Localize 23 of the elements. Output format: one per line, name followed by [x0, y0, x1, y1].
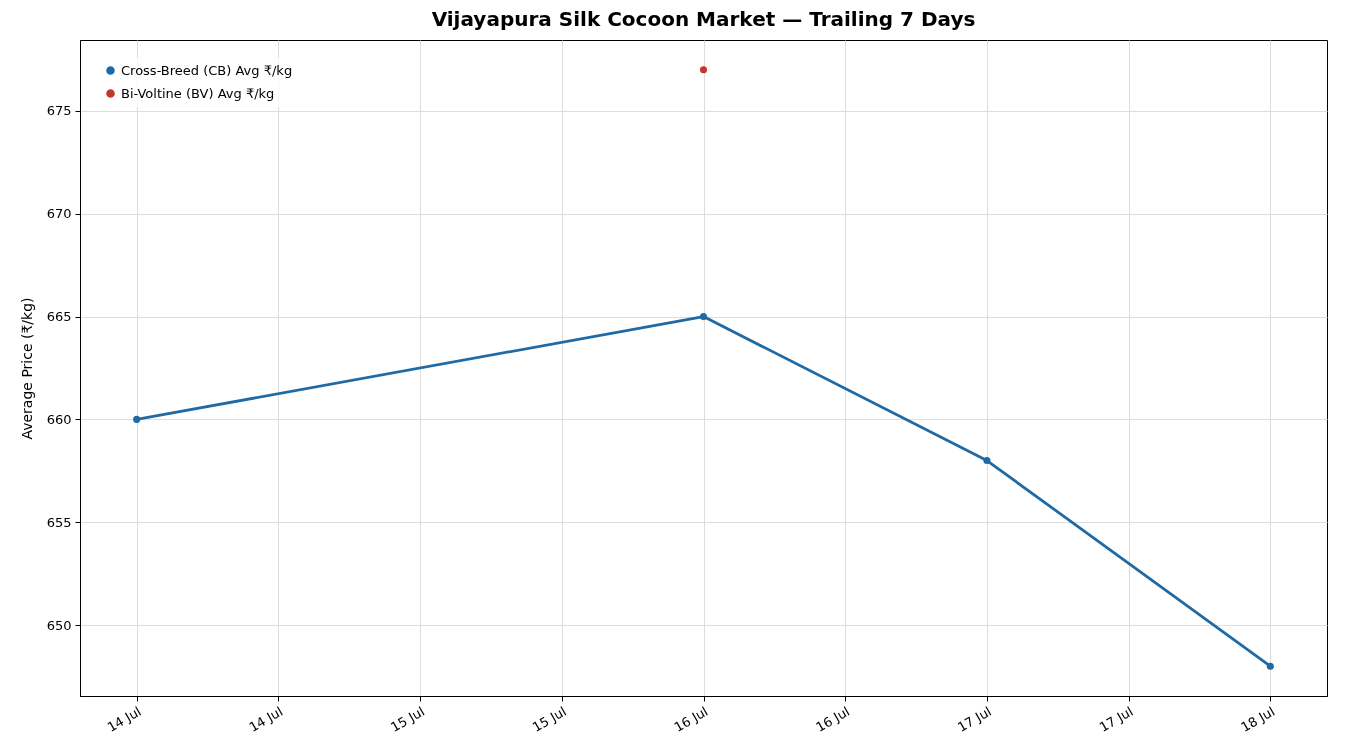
- x-tick-label: 15 Jul: [388, 703, 428, 735]
- point: [1266, 662, 1274, 670]
- x-tick-label: 16 Jul: [671, 703, 711, 735]
- y-tick-label: 650: [46, 617, 72, 633]
- point: [699, 313, 708, 321]
- x-tick-label: 15 Jul: [529, 703, 569, 735]
- legend-label: Cross-Breed (CB) Avg ₹/kg: [121, 62, 293, 78]
- y-tick-label: 655: [46, 514, 72, 530]
- y-tick-label: 670: [46, 206, 72, 222]
- x-tick-label: 14 Jul: [246, 703, 286, 735]
- y-tick-label: 660: [46, 411, 72, 427]
- x-tick-label: 17 Jul: [954, 703, 994, 735]
- y-axis-title: Average Price (₹/kg): [18, 297, 35, 440]
- x-tick-label: 17 Jul: [1096, 703, 1136, 735]
- point: [133, 415, 141, 423]
- chart-title: Vijayapura Silk Cocoon Market — Trailing 7 Days: [431, 7, 976, 31]
- point: [983, 457, 991, 465]
- y-tick-label: 665: [46, 309, 72, 325]
- x-tick-label: 16 Jul: [813, 703, 853, 735]
- legend-label: Bi-Voltine (BV) Avg ₹/kg: [121, 85, 275, 101]
- y-tick-label: 675: [46, 103, 72, 119]
- x-tick-label: 14 Jul: [104, 703, 144, 735]
- x-tick-label: 18 Jul: [1238, 703, 1278, 735]
